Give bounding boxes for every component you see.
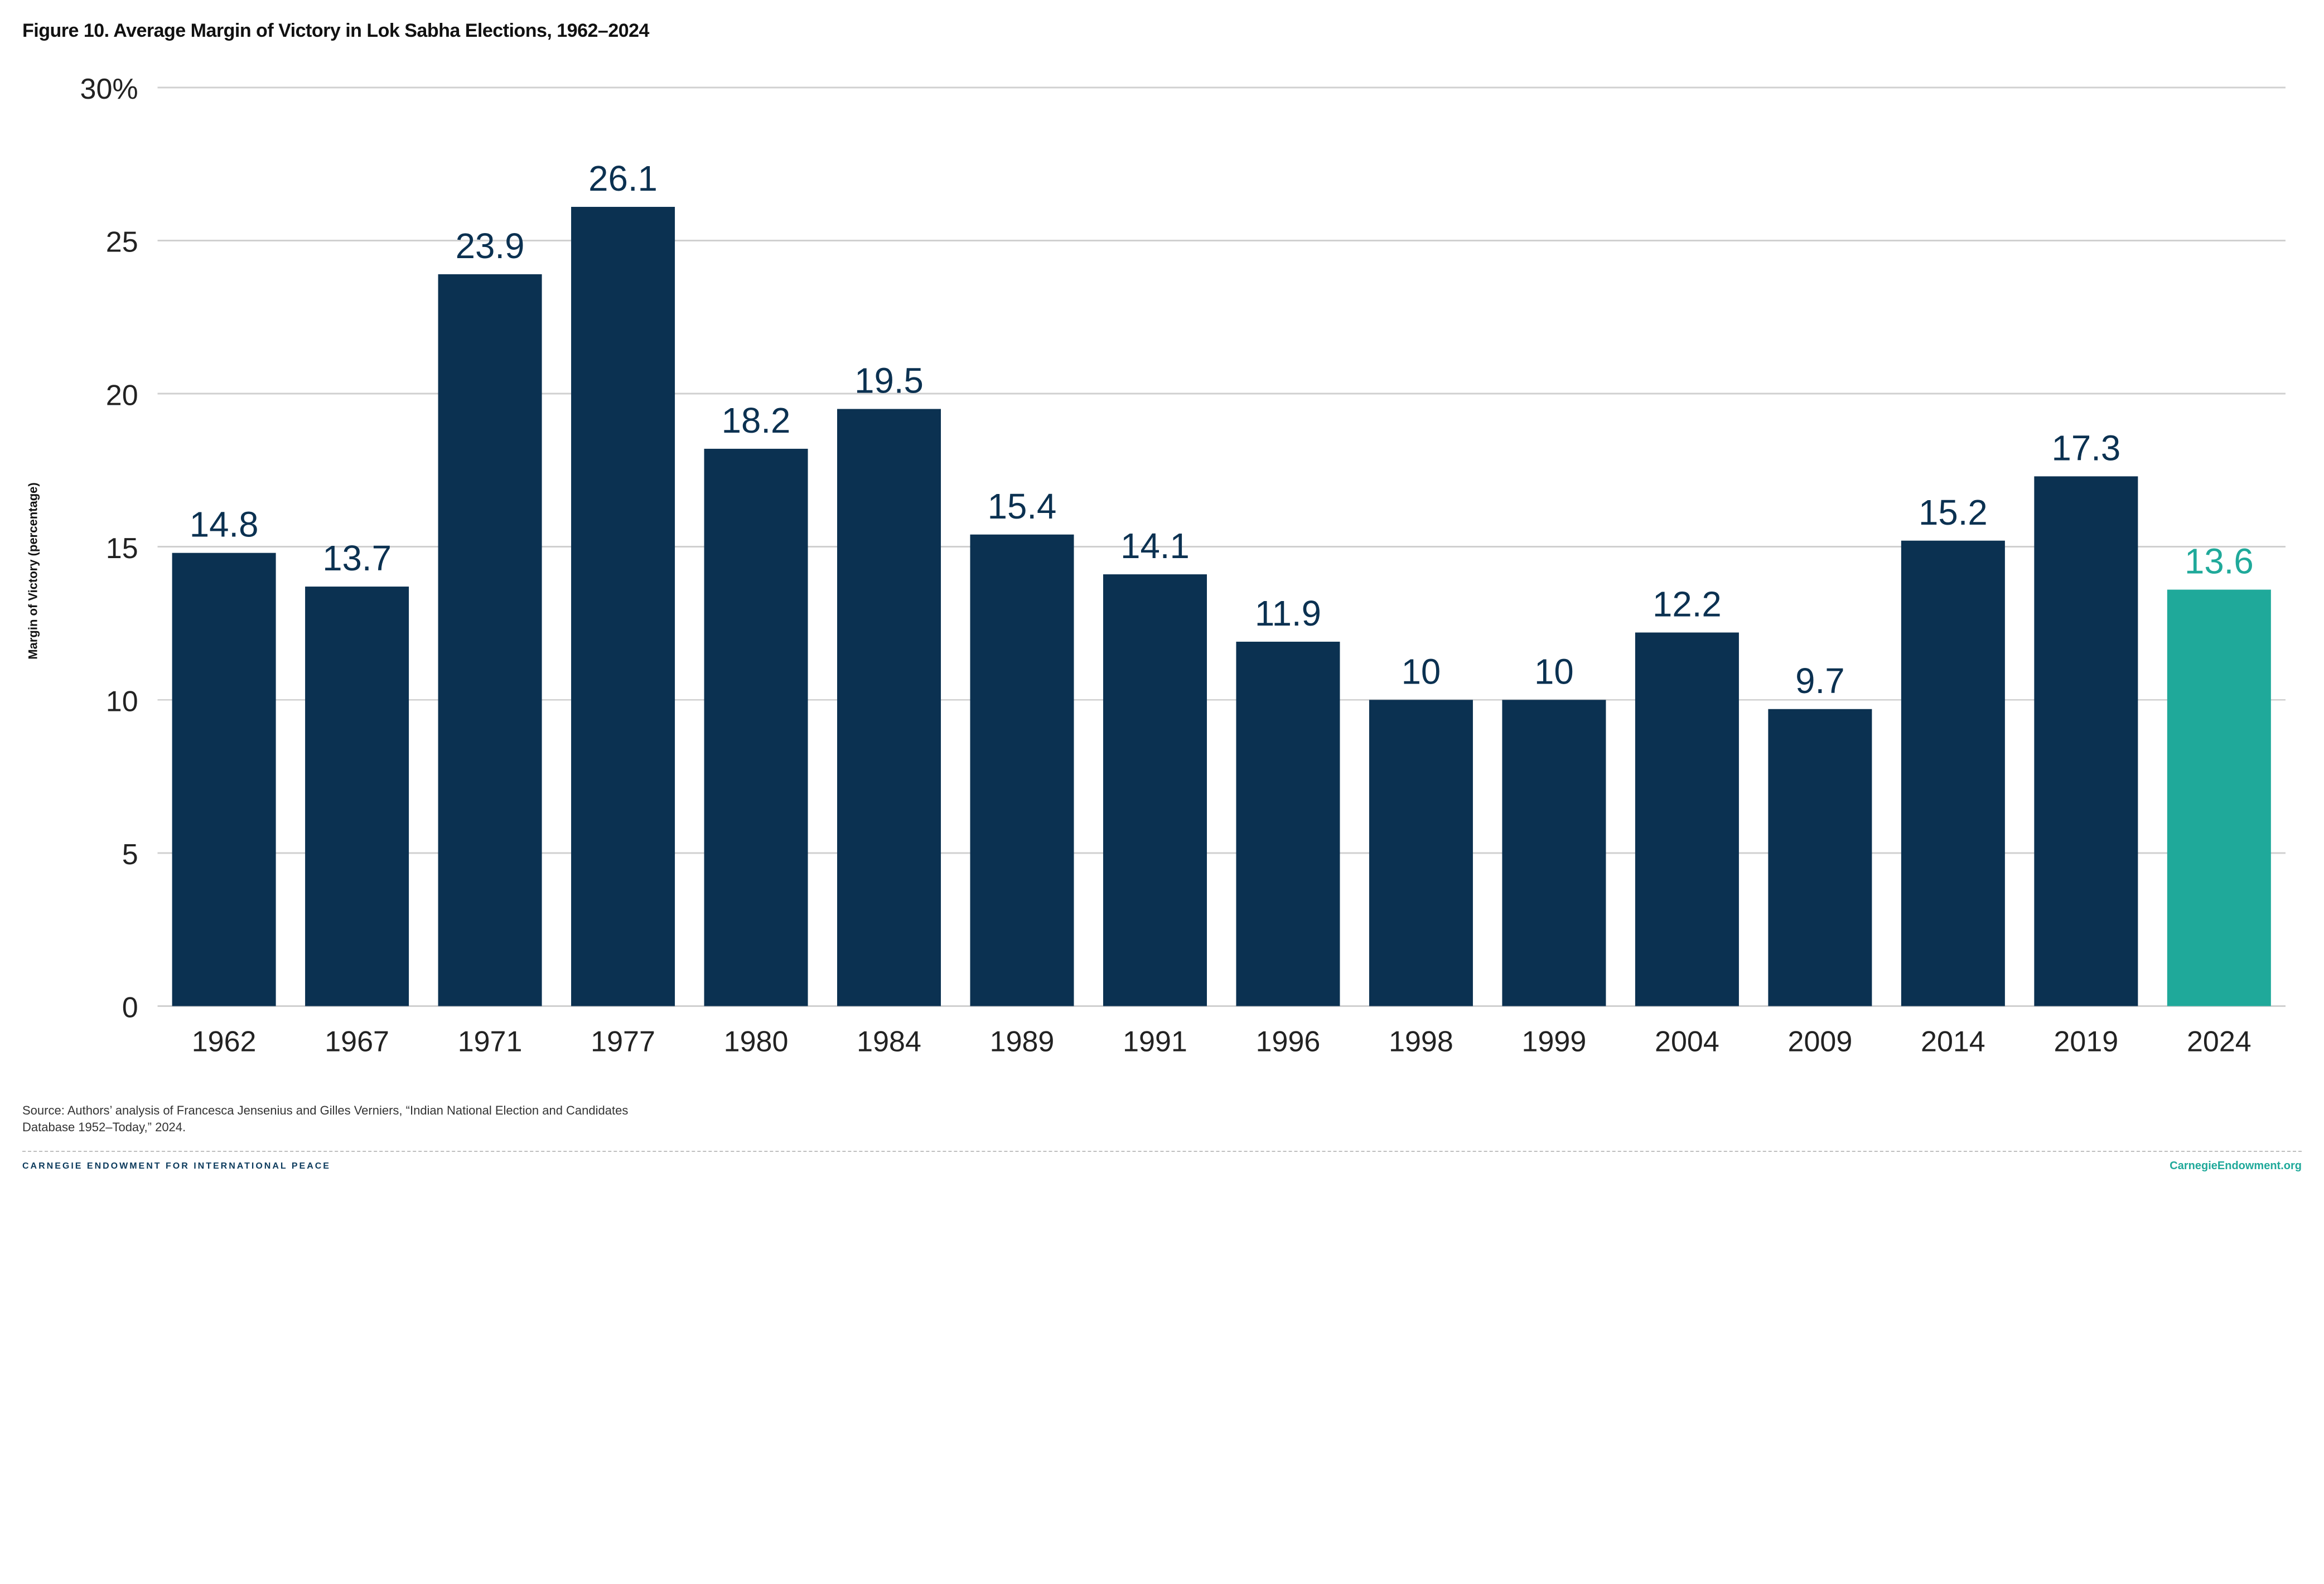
bar — [305, 587, 409, 1006]
chart-area: Margin of Victory (percentage) 051015202… — [22, 55, 2302, 1087]
y-tick-label: 20 — [106, 379, 138, 411]
bar — [172, 553, 276, 1006]
bar — [1635, 632, 1739, 1006]
bar — [438, 274, 542, 1006]
bar — [970, 535, 1074, 1006]
y-axis-label-container: Margin of Victory (percentage) — [22, 55, 45, 1087]
bar — [704, 449, 808, 1006]
bar-value-label: 14.1 — [1120, 526, 1190, 566]
y-tick-label: 25 — [106, 226, 138, 259]
bar — [571, 207, 675, 1006]
source-note: Source: Authors’ analysis of Francesca J… — [22, 1102, 636, 1135]
x-tick-label: 1996 — [1256, 1025, 1321, 1058]
bar-value-label: 14.8 — [190, 505, 259, 545]
x-tick-label: 1980 — [724, 1025, 789, 1058]
y-tick-label: 15 — [106, 532, 138, 565]
bar-value-label: 13.7 — [322, 539, 392, 578]
y-tick-label: 5 — [122, 839, 138, 871]
figure-title: Figure 10. Average Margin of Victory in … — [22, 20, 2302, 42]
figure-footer: CARNEGIE ENDOWMENT FOR INTERNATIONAL PEA… — [22, 1160, 2302, 1173]
bar-value-label: 17.3 — [2051, 428, 2120, 468]
bar — [2167, 590, 2271, 1006]
bar — [2034, 476, 2138, 1006]
x-tick-label: 2024 — [2187, 1025, 2251, 1058]
x-tick-label: 2009 — [1788, 1025, 1853, 1058]
y-tick-label: 30% — [80, 73, 138, 105]
x-tick-label: 1971 — [458, 1025, 523, 1058]
footer-org: CARNEGIE ENDOWMENT FOR INTERNATIONAL PEA… — [22, 1161, 331, 1171]
bar-value-label: 10 — [1534, 652, 1574, 691]
footer-url: CarnegieEndowment.org — [2170, 1160, 2302, 1173]
bar — [1768, 709, 1872, 1006]
bar-value-label: 23.9 — [456, 226, 525, 266]
x-tick-label: 1999 — [1522, 1025, 1587, 1058]
bar-value-label: 13.6 — [2185, 542, 2254, 582]
bar — [1103, 574, 1207, 1006]
x-tick-label: 1967 — [325, 1025, 389, 1058]
figure-container: Figure 10. Average Margin of Victory in … — [0, 0, 2324, 1184]
x-tick-label: 2014 — [1921, 1025, 1985, 1058]
bar — [1236, 642, 1340, 1006]
bar-value-label: 26.1 — [588, 159, 658, 198]
x-tick-label: 1998 — [1389, 1025, 1453, 1058]
y-axis-label: Margin of Victory (percentage) — [26, 482, 41, 659]
bar — [1369, 700, 1473, 1006]
bar — [837, 409, 941, 1006]
x-tick-label: 2019 — [2054, 1025, 2118, 1058]
bar-value-label: 9.7 — [1795, 661, 1844, 701]
y-tick-label: 10 — [106, 686, 138, 718]
bar — [1901, 541, 2005, 1006]
bar-value-label: 12.2 — [1653, 585, 1722, 624]
bar-value-label: 19.5 — [854, 361, 924, 401]
x-tick-label: 1989 — [990, 1025, 1055, 1058]
y-tick-label: 0 — [122, 992, 138, 1024]
bar-value-label: 15.4 — [988, 487, 1057, 526]
bar-value-label: 10 — [1402, 652, 1441, 691]
x-tick-label: 1962 — [192, 1025, 257, 1058]
bar — [1502, 700, 1606, 1006]
bar-value-label: 15.2 — [1919, 493, 1988, 532]
bar-chart-svg: 0 5 10 15 20 25 30% 14.8 1962 13.7 1967 23.9 1971 26.… — [45, 55, 2302, 1087]
bar-value-label: 18.2 — [722, 401, 791, 440]
x-tick-label: 2004 — [1655, 1025, 1719, 1058]
x-tick-label: 1991 — [1123, 1025, 1187, 1058]
x-tick-label: 1977 — [591, 1025, 655, 1058]
bar-value-label: 11.9 — [1255, 594, 1321, 633]
x-tick-label: 1984 — [857, 1025, 921, 1058]
footer-divider — [22, 1151, 2302, 1152]
